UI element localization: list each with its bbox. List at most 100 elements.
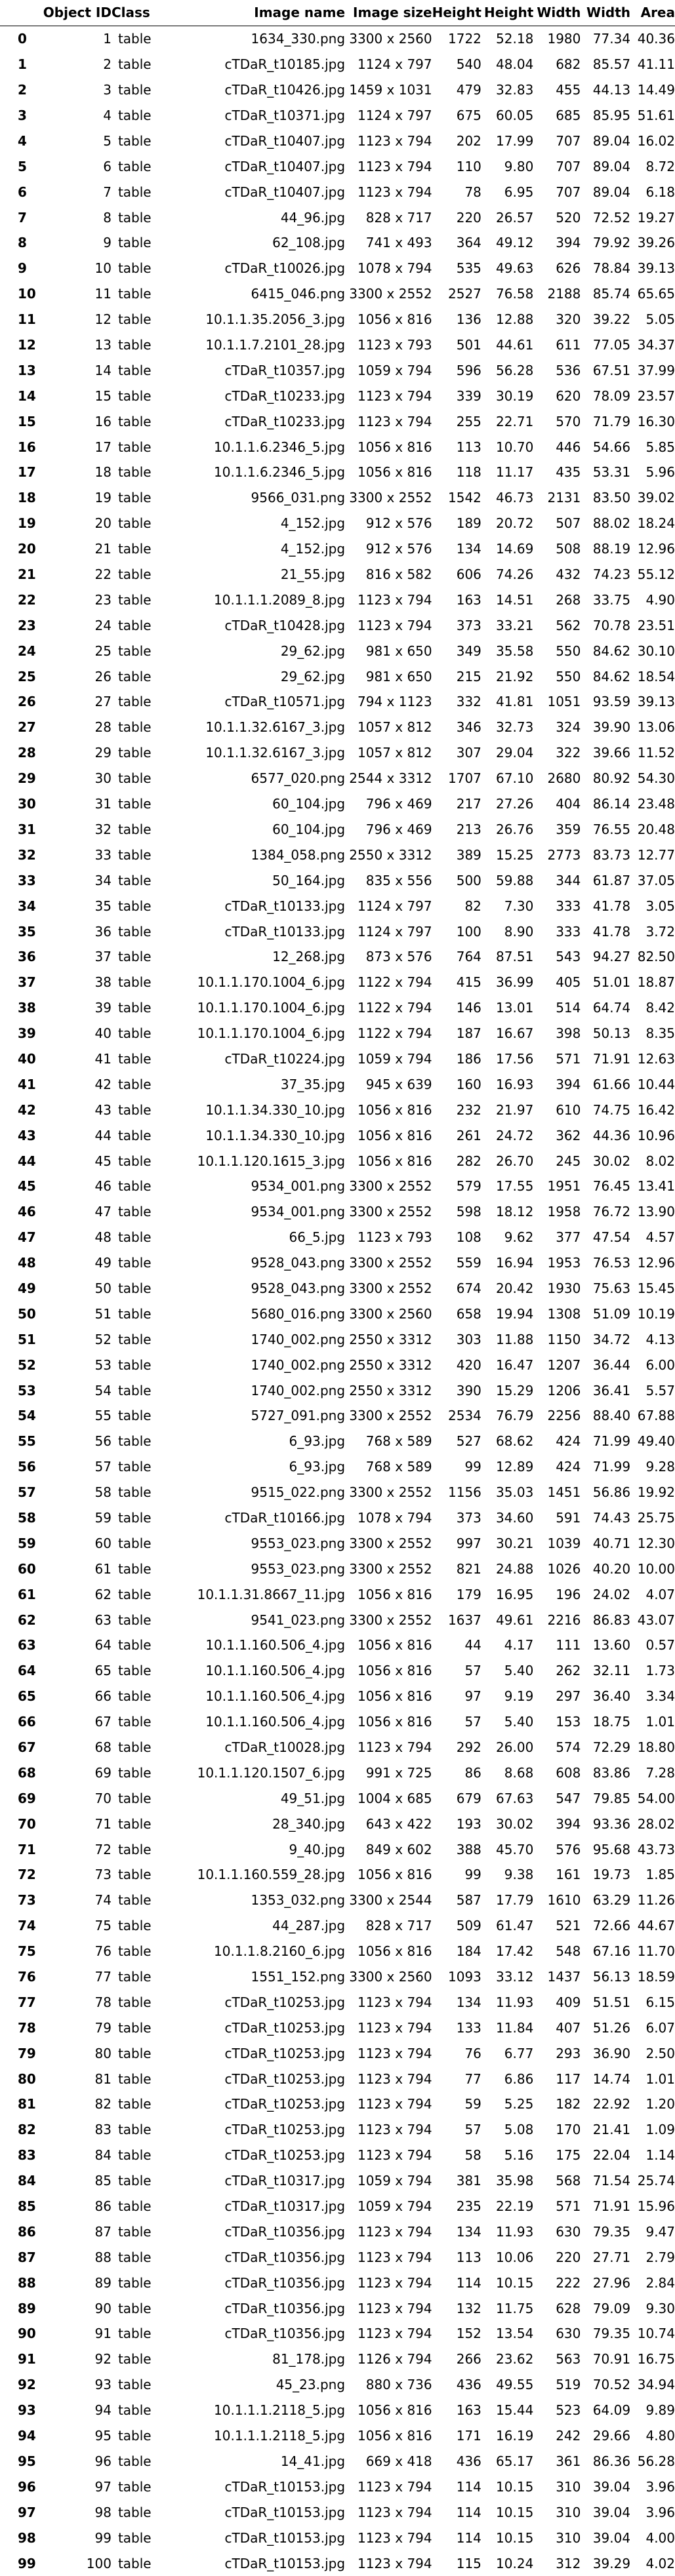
height-px-cell: 255 xyxy=(456,413,481,429)
height-px-cell: 373 xyxy=(456,617,481,633)
width-px-cell: 245 xyxy=(556,1153,581,1169)
table-row: 28 29 table 10.1.1.32.6167_3.jpg 1057 x 812 3… xyxy=(0,740,675,766)
height-px-cell: 390 xyxy=(456,1382,481,1398)
width-pct-cell: 39.29 xyxy=(592,2555,631,2571)
height-px-cell: 215 xyxy=(456,668,481,684)
width-pct-cell: 72.66 xyxy=(592,1918,631,1934)
image-name-cell: 10.1.1.31.8667_11.jpg xyxy=(197,1586,346,1602)
image-size-cell: 3300 x 2552 xyxy=(349,1255,432,1271)
class-cell: table xyxy=(117,923,152,940)
table-row: 59 60 table 9553_023.png 3300 x 2552 997 30.21… xyxy=(0,1530,675,1556)
width-px-cell: 550 xyxy=(556,643,581,659)
height-px-cell: 527 xyxy=(456,1433,481,1450)
row-index: 28 xyxy=(18,745,36,761)
object-id-cell: 49 xyxy=(94,1255,112,1271)
height-px-cell: 559 xyxy=(456,1255,481,1271)
class-cell: table xyxy=(117,1612,152,1628)
row-index: 43 xyxy=(18,1127,36,1143)
object-id-cell: 32 xyxy=(94,821,112,837)
row-index: 31 xyxy=(18,821,36,837)
height-pct-cell: 15.44 xyxy=(496,2402,534,2419)
image-name-cell: 62_108.jpg xyxy=(272,235,346,251)
image-size-cell: 3300 x 2552 xyxy=(349,1408,432,1424)
area-cell: 82.50 xyxy=(637,949,675,965)
height-pct-cell: 14.69 xyxy=(496,541,534,557)
object-id-cell: 8 xyxy=(103,209,112,226)
width-pct-cell: 54.66 xyxy=(592,439,631,455)
image-size-cell: 3300 x 2544 xyxy=(349,1892,432,1909)
image-size-cell: 1123 x 794 xyxy=(358,132,432,149)
area-cell: 67.88 xyxy=(637,1408,675,1424)
image-name-cell: cTDaR_t10571.jpg xyxy=(224,694,346,710)
area-cell: 20.48 xyxy=(637,821,675,837)
area-cell: 16.30 xyxy=(637,413,675,429)
area-cell: 3.05 xyxy=(645,898,675,914)
area-cell: 6.18 xyxy=(645,184,675,200)
row-index: 7 xyxy=(18,209,27,226)
image-size-cell: 1078 x 794 xyxy=(358,1509,432,1526)
image-name-cell: cTDaR_t10356.jpg xyxy=(224,2326,346,2342)
height-pct-cell: 23.62 xyxy=(496,2351,534,2368)
height-pct-cell: 21.92 xyxy=(496,668,534,684)
width-pct-cell: 71.91 xyxy=(592,1050,631,1067)
table-row: 26 27 table cTDaR_t10571.jpg 794 x 1123 332 41… xyxy=(0,689,675,715)
width-px-cell: 550 xyxy=(556,668,581,684)
object-id-cell: 14 xyxy=(94,362,112,378)
row-index: 35 xyxy=(18,923,36,940)
image-size-cell: 1059 x 794 xyxy=(358,2198,432,2215)
row-index: 88 xyxy=(18,2274,36,2291)
row-index: 85 xyxy=(18,2198,36,2215)
table-row: 0 1 table 1634_330.png 3300 x 2560 1722 52.18 1… xyxy=(0,26,675,51)
height-pct-cell: 65.17 xyxy=(496,2453,534,2469)
table-row: 30 31 table 60_104.jpg 796 x 469 217 27.26 404 8… xyxy=(0,791,675,817)
width-px-cell: 562 xyxy=(556,617,581,633)
class-cell: table xyxy=(117,1714,152,1730)
area-cell: 7.28 xyxy=(645,1764,675,1781)
width-pct-cell: 36.41 xyxy=(592,1382,631,1398)
table-row: 73 74 table 1353_032.png 3300 x 2544 587 17.79… xyxy=(0,1888,675,1913)
class-cell: table xyxy=(117,235,152,251)
image-name-cell: 10.1.1.170.1004_6.jpg xyxy=(197,1000,346,1016)
image-size-cell: 1123 x 794 xyxy=(358,2249,432,2265)
height-pct-cell: 29.04 xyxy=(496,745,534,761)
height-pct-cell: 67.63 xyxy=(496,1790,534,1806)
image-name-cell: cTDaR_t10166.jpg xyxy=(224,1509,346,1526)
width-pct-cell: 95.68 xyxy=(592,1841,631,1857)
width-pct-cell: 51.51 xyxy=(592,1994,631,2010)
class-cell: table xyxy=(117,286,152,302)
width-pct-cell: 39.90 xyxy=(592,719,631,736)
row-index: 5 xyxy=(18,158,27,174)
area-cell: 18.24 xyxy=(637,515,675,532)
row-index: 65 xyxy=(18,1688,36,1705)
height-px-cell: 115 xyxy=(456,2555,481,2571)
table-row: 16 17 table 10.1.1.6.2346_5.jpg 1056 x 816 11… xyxy=(0,434,675,460)
object-id-cell: 40 xyxy=(94,1025,112,1042)
image-name-cell: 12_268.jpg xyxy=(272,949,346,965)
table-row: 83 84 table cTDaR_t10253.jpg 1123 x 794 58 5.1… xyxy=(0,2143,675,2168)
class-cell: table xyxy=(117,1050,152,1067)
object-id-cell: 9 xyxy=(103,235,112,251)
object-id-cell: 54 xyxy=(94,1382,112,1398)
height-px-cell: 821 xyxy=(456,1560,481,1577)
class-cell: table xyxy=(117,2249,152,2265)
width-px-cell: 514 xyxy=(556,1000,581,1016)
row-index: 72 xyxy=(18,1867,36,1883)
row-index: 83 xyxy=(18,2147,36,2164)
area-cell: 11.52 xyxy=(637,745,675,761)
class-cell: table xyxy=(117,2555,152,2571)
image-name-cell: 10.1.1.1.2118_5.jpg xyxy=(214,2402,346,2419)
width-pct-cell: 44.13 xyxy=(592,82,631,98)
width-px-cell: 117 xyxy=(556,2071,581,2087)
area-cell: 4.13 xyxy=(645,1331,675,1347)
image-size-cell: 828 x 717 xyxy=(365,1918,432,1934)
object-id-cell: 17 xyxy=(94,439,112,455)
height-pct-cell: 26.70 xyxy=(496,1153,534,1169)
height-pct-cell: 5.08 xyxy=(504,2122,534,2138)
height-pct-cell: 12.88 xyxy=(496,311,534,328)
height-pct-cell: 5.25 xyxy=(504,2096,534,2112)
table-row: 85 86 table cTDaR_t10317.jpg 1059 x 794 235 22… xyxy=(0,2194,675,2219)
image-size-cell: 2544 x 3312 xyxy=(349,770,432,787)
height-px-cell: 1542 xyxy=(448,490,481,506)
header-index xyxy=(0,0,43,26)
area-cell: 10.96 xyxy=(637,1127,675,1143)
